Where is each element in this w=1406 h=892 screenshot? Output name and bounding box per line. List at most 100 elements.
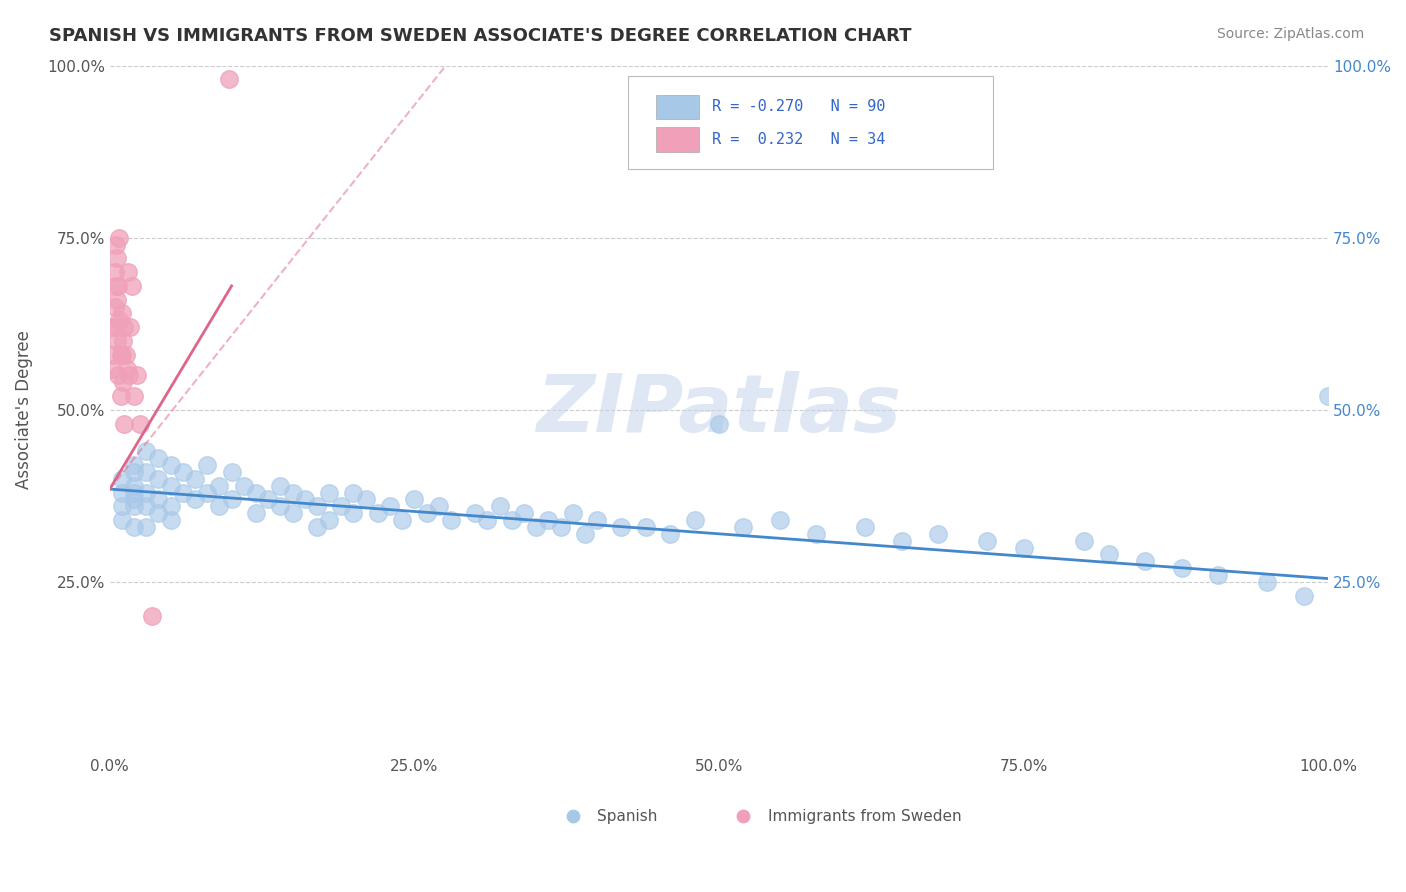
Point <box>501 513 523 527</box>
Point <box>391 513 413 527</box>
Point <box>769 513 792 527</box>
Text: Immigrants from Sweden: Immigrants from Sweden <box>768 809 962 823</box>
Point <box>707 417 730 431</box>
Point <box>354 492 377 507</box>
Point <box>104 265 127 279</box>
Point <box>281 485 304 500</box>
Point <box>118 368 141 383</box>
Text: Spanish: Spanish <box>598 809 658 823</box>
Point <box>108 313 131 327</box>
Point <box>114 348 136 362</box>
Point <box>122 458 145 472</box>
FancyBboxPatch shape <box>655 95 699 120</box>
Point <box>101 361 124 376</box>
Point <box>561 809 583 823</box>
Text: R = -0.270   N = 90: R = -0.270 N = 90 <box>711 99 884 114</box>
Y-axis label: Associate's Degree: Associate's Degree <box>15 330 32 490</box>
Point <box>125 368 148 383</box>
Point <box>112 417 135 431</box>
FancyBboxPatch shape <box>627 76 993 169</box>
Point <box>659 526 682 541</box>
Point <box>104 320 127 334</box>
Point <box>112 334 135 348</box>
Point <box>103 348 125 362</box>
Point <box>232 478 254 492</box>
Point <box>111 306 134 320</box>
Point <box>148 506 170 520</box>
Point <box>733 520 755 534</box>
Point <box>122 492 145 507</box>
Point <box>195 458 218 472</box>
Point <box>245 485 267 500</box>
Point <box>141 609 163 624</box>
Point <box>104 300 127 314</box>
Point <box>111 500 134 514</box>
Point <box>586 513 609 527</box>
Point <box>208 500 231 514</box>
Point <box>120 320 142 334</box>
Point <box>221 465 243 479</box>
Point <box>976 533 998 548</box>
Point <box>853 520 876 534</box>
Point <box>550 520 572 534</box>
Point <box>1208 568 1230 582</box>
Point <box>107 279 129 293</box>
Point <box>107 368 129 383</box>
Point <box>269 478 291 492</box>
Point <box>464 506 486 520</box>
Point <box>122 465 145 479</box>
Point <box>105 293 128 307</box>
Point <box>415 506 437 520</box>
Point <box>135 500 157 514</box>
Point <box>683 513 706 527</box>
Point <box>269 500 291 514</box>
Point <box>159 513 181 527</box>
Point <box>135 465 157 479</box>
Point <box>927 526 949 541</box>
Point <box>330 500 353 514</box>
Point <box>1098 548 1121 562</box>
Point <box>367 506 389 520</box>
Point <box>172 465 194 479</box>
Point <box>513 506 536 520</box>
Point <box>148 472 170 486</box>
Point <box>184 472 207 486</box>
Point <box>488 500 510 514</box>
Point <box>105 334 128 348</box>
Point <box>318 513 340 527</box>
Point <box>440 513 463 527</box>
Point <box>221 492 243 507</box>
Point <box>184 492 207 507</box>
Point <box>110 389 132 403</box>
Point <box>208 478 231 492</box>
Point <box>218 72 240 87</box>
Point <box>122 478 145 492</box>
Point <box>524 520 547 534</box>
Point <box>122 500 145 514</box>
Point <box>122 485 145 500</box>
Point <box>477 513 499 527</box>
Point <box>1073 533 1095 548</box>
Point <box>159 478 181 492</box>
Point <box>121 279 143 293</box>
Point <box>537 513 560 527</box>
Point <box>108 231 131 245</box>
Point <box>112 376 135 390</box>
Text: Source: ZipAtlas.com: Source: ZipAtlas.com <box>1216 27 1364 41</box>
Point <box>610 520 633 534</box>
Point <box>110 348 132 362</box>
Point <box>111 513 134 527</box>
Point <box>427 500 450 514</box>
Point <box>105 252 128 266</box>
Point <box>111 348 134 362</box>
Point <box>122 389 145 403</box>
Point <box>115 361 138 376</box>
Point <box>404 492 426 507</box>
Point <box>148 451 170 466</box>
Text: SPANISH VS IMMIGRANTS FROM SWEDEN ASSOCIATE'S DEGREE CORRELATION CHART: SPANISH VS IMMIGRANTS FROM SWEDEN ASSOCI… <box>49 27 911 45</box>
Point <box>135 485 157 500</box>
Point <box>1171 561 1194 575</box>
Point <box>342 506 364 520</box>
Point <box>378 500 401 514</box>
Point <box>305 500 328 514</box>
